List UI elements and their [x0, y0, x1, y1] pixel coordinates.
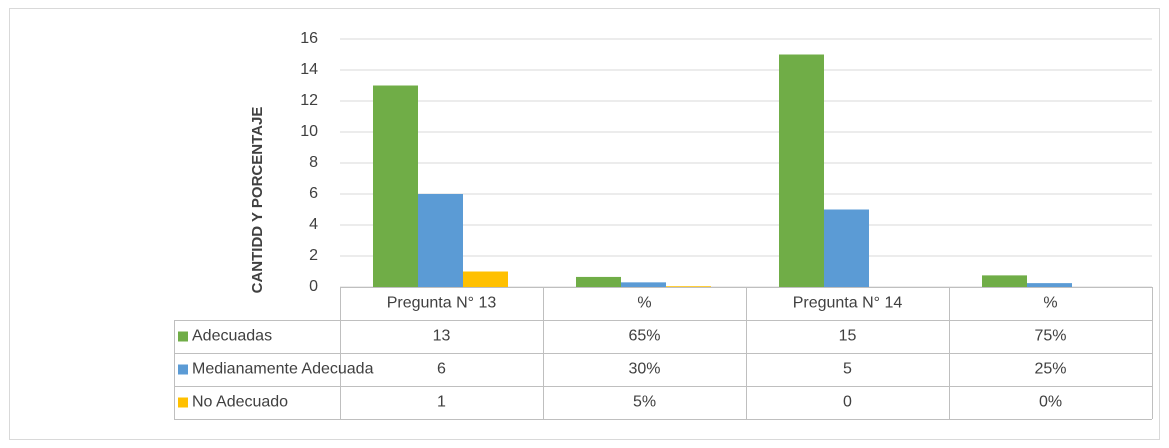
bar — [418, 194, 463, 287]
x-tick-label: Pregunta N° 14 — [793, 295, 903, 312]
bar — [621, 282, 666, 287]
bar — [576, 276, 621, 287]
table-cell: 6 — [437, 361, 446, 378]
table-cell: 30% — [628, 361, 660, 378]
x-tick-label: % — [1043, 295, 1057, 312]
y-tick-label: 12 — [300, 92, 318, 109]
y-tick-label: 10 — [300, 123, 318, 140]
y-tick-label: 2 — [309, 247, 318, 264]
legend-key — [178, 397, 188, 408]
legend-key — [178, 331, 188, 342]
table-cell: 13 — [433, 328, 451, 345]
y-tick-label: 14 — [300, 61, 318, 78]
y-axis-title: CANTIDD Y PORCENTAJE — [249, 107, 266, 294]
bar — [373, 85, 418, 287]
table-cell: 5% — [633, 394, 656, 411]
table-cell: 75% — [1034, 328, 1066, 345]
y-tick-label: 8 — [309, 154, 318, 171]
legend-label: Adecuadas — [192, 328, 272, 345]
table-cell: 1 — [437, 394, 446, 411]
legend-label: No Adecuado — [192, 394, 288, 411]
bar — [982, 275, 1027, 287]
legend-label: Medianamente Adecuada — [192, 361, 374, 378]
chart-border — [9, 8, 1160, 440]
table-cell: 15 — [839, 328, 857, 345]
y-tick-label: 6 — [309, 185, 318, 202]
table-cell: 25% — [1034, 361, 1066, 378]
bar — [1027, 283, 1072, 287]
bar — [779, 54, 824, 287]
x-tick-label: % — [637, 295, 651, 312]
y-tick-label: 4 — [309, 216, 318, 233]
y-tick-label: 0 — [309, 278, 318, 295]
bar — [463, 271, 508, 287]
legend-key — [178, 364, 188, 375]
table-cell: 0 — [843, 394, 852, 411]
table-cell: 0% — [1039, 394, 1062, 411]
table-cell: 65% — [628, 328, 660, 345]
y-tick-label: 16 — [300, 30, 318, 47]
bar — [824, 209, 869, 287]
table-cell: 5 — [843, 361, 852, 378]
bar — [666, 286, 711, 287]
x-tick-label: Pregunta N° 13 — [387, 295, 497, 312]
